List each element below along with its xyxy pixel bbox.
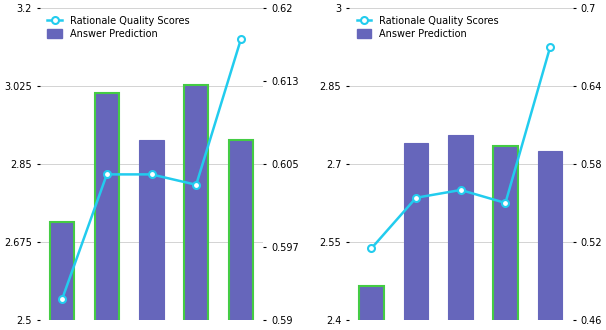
Legend: Rationale Quality Scores, Answer Prediction: Rationale Quality Scores, Answer Predict…	[354, 13, 502, 42]
Bar	[184, 85, 208, 330]
Bar	[359, 286, 384, 330]
Legend: Rationale Quality Scores, Answer Prediction: Rationale Quality Scores, Answer Predict…	[45, 13, 192, 42]
Bar	[493, 146, 518, 330]
Bar	[448, 135, 473, 330]
Bar	[139, 140, 164, 330]
Bar	[95, 93, 119, 330]
Bar	[538, 151, 562, 330]
Bar	[228, 140, 253, 330]
Bar	[404, 143, 428, 330]
Bar	[50, 222, 75, 330]
